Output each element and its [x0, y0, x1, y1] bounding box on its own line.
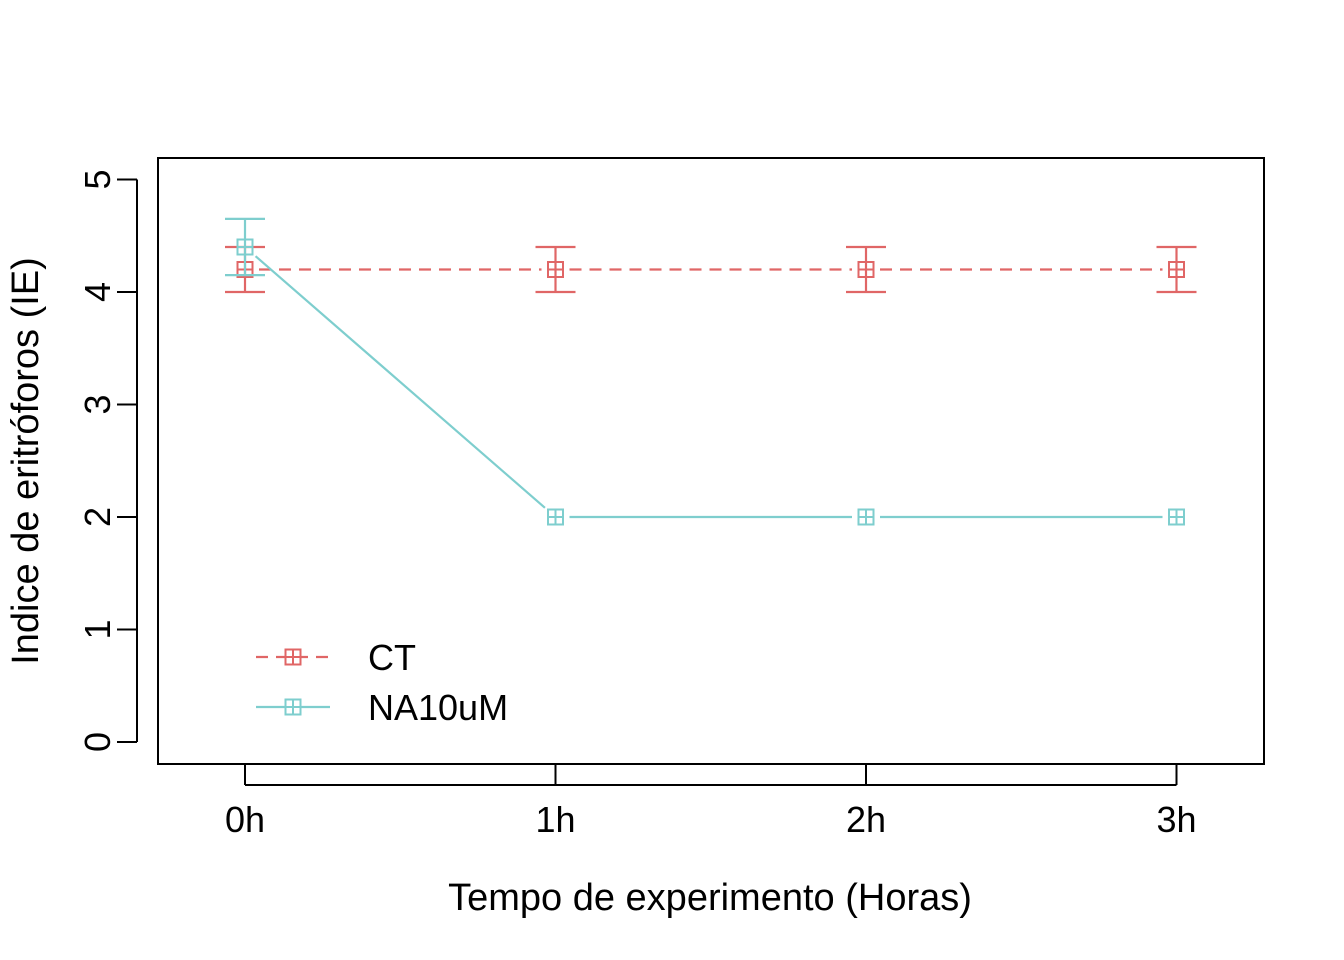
legend-marker — [285, 649, 301, 665]
y-tick-label: 2 — [77, 507, 118, 527]
data-point — [1169, 510, 1184, 525]
x-axis: 0h 1h 2h 3h — [225, 764, 1197, 840]
legend-item-ct: CT — [256, 637, 416, 678]
data-point — [548, 510, 563, 525]
plot-frame — [158, 158, 1264, 764]
x-tick-label: 3h — [1156, 799, 1196, 840]
data-point — [859, 510, 874, 525]
x-axis-title: Tempo de experimento (Horas) — [448, 877, 972, 919]
data-point — [1169, 262, 1184, 277]
series-layer — [225, 219, 1197, 525]
series-na10um — [225, 219, 1184, 525]
data-point — [859, 262, 874, 277]
series-line-segment — [256, 256, 545, 508]
legend-marker — [285, 699, 301, 715]
x-tick-label: 0h — [225, 799, 265, 840]
legend: CT NA10uM — [256, 637, 508, 728]
x-tick-label: 2h — [846, 799, 886, 840]
y-tick-label: 4 — [77, 282, 118, 302]
series-ct — [225, 247, 1197, 292]
y-axis-title: Indice de eritróforos (IE) — [5, 257, 47, 665]
legend-label: NA10uM — [368, 687, 508, 728]
y-tick-label: 0 — [77, 732, 118, 752]
y-tick-label: 3 — [77, 394, 118, 414]
data-point — [238, 240, 253, 255]
y-axis: 0 1 2 3 4 5 — [77, 169, 137, 752]
y-tick-label: 5 — [77, 169, 118, 189]
x-tick-label: 1h — [535, 799, 575, 840]
legend-label: CT — [368, 637, 416, 678]
legend-item-na10um: NA10uM — [256, 687, 508, 728]
data-point — [548, 262, 563, 277]
y-tick-label: 1 — [77, 619, 118, 639]
